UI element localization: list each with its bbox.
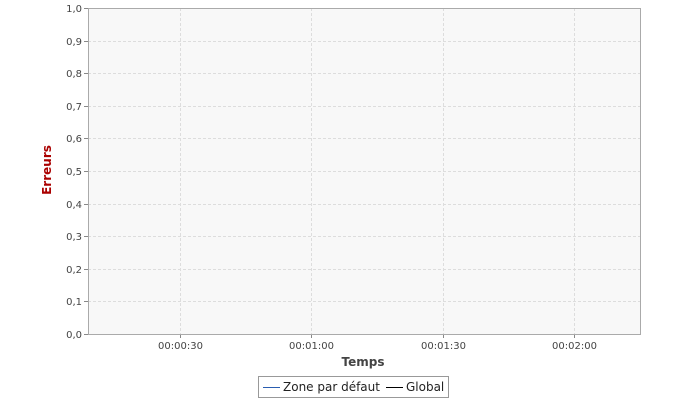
y-tick-label: 0,6: [66, 134, 82, 145]
x-tick-label: 00:02:00: [552, 341, 597, 352]
x-tick-label: 00:01:30: [421, 341, 466, 352]
y-tick-label: 0,3: [66, 232, 82, 243]
y-tick-label: 0,8: [66, 69, 82, 80]
y-tick-label: 0,4: [66, 200, 82, 211]
legend-item-zone: Zone par défaut: [263, 380, 380, 394]
y-tick-label: 0,0: [66, 330, 82, 341]
y-axis: 0,0 0,1 0,2 0,3 0,4 0,5 0,6 0,7 0,8 0,9 1,0: [66, 4, 88, 341]
y-axis-title: Erreurs: [40, 145, 54, 195]
legend-label-global: Global: [405, 380, 445, 394]
x-axis-title: Temps: [342, 355, 385, 369]
legend-swatch-global: [385, 386, 403, 388]
legend-label-zone: Zone par défaut: [283, 380, 380, 394]
legend: Zone par défaut Global: [258, 376, 450, 398]
y-tick-label: 0,2: [66, 265, 82, 276]
y-tick-label: 0,5: [66, 167, 82, 178]
legend-swatch-zone: [263, 386, 280, 388]
y-tick-label: 0,1: [66, 297, 82, 308]
x-tick-label: 00:01:00: [289, 341, 334, 352]
y-tick-label: 0,9: [66, 37, 82, 48]
plot-border: [88, 8, 641, 335]
x-tick-label: 00:00:30: [158, 341, 203, 352]
x-axis: 00:00:30 00:01:00 00:01:30 00:02:00: [158, 334, 597, 352]
legend-item-global: Global: [385, 380, 445, 394]
y-tick-label: 1,0: [66, 4, 82, 15]
y-tick-label: 0,7: [66, 102, 82, 113]
